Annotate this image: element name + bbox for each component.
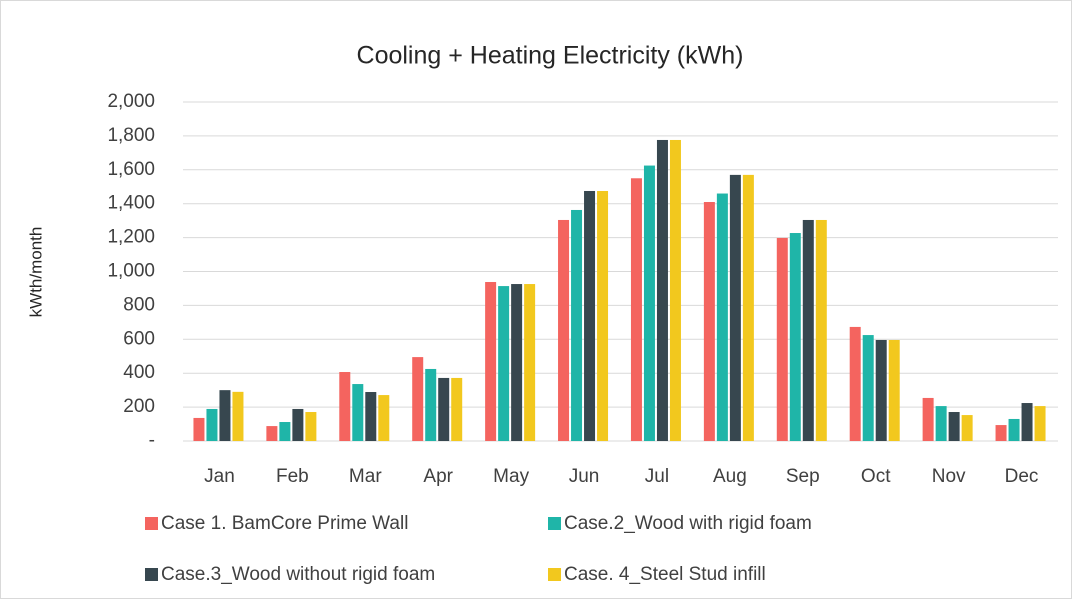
bar <box>802 219 814 441</box>
bar <box>425 368 437 441</box>
bar <box>266 426 278 441</box>
bar <box>584 190 596 441</box>
bar <box>597 190 609 441</box>
bar <box>524 284 536 441</box>
y-tick-label: 2,000 <box>107 91 155 112</box>
bar <box>193 417 205 441</box>
bar <box>742 174 754 441</box>
bar <box>948 412 960 441</box>
bar <box>922 397 934 441</box>
bar <box>352 384 364 441</box>
bar <box>1008 418 1020 441</box>
bar <box>935 406 947 441</box>
bar <box>558 219 570 441</box>
y-tick-label: 1,400 <box>107 193 155 214</box>
x-tick-label: Apr <box>423 466 453 487</box>
legend-label: Case.3_Wood without rigid foam <box>161 564 435 585</box>
bar <box>498 286 510 441</box>
bar <box>292 408 304 441</box>
bar <box>232 391 244 441</box>
bar <box>451 377 463 441</box>
bar <box>776 237 788 441</box>
bar <box>365 392 377 441</box>
legend-swatch <box>145 568 158 581</box>
bar <box>961 415 973 441</box>
legend-swatch <box>548 568 561 581</box>
bar <box>729 174 741 441</box>
legend-label: Case.2_Wood with rigid foam <box>564 513 812 534</box>
y-tick-label: 1,800 <box>107 125 155 146</box>
bar <box>485 282 497 441</box>
legend-label: Case 1. BamCore Prime Wall <box>161 513 408 534</box>
bar <box>875 339 887 441</box>
x-tick-label: Nov <box>932 466 966 487</box>
x-tick-label: May <box>493 466 529 487</box>
bar <box>716 193 728 441</box>
x-tick-label: Jun <box>569 466 600 487</box>
y-tick-label: - <box>149 430 155 451</box>
bar <box>669 139 681 441</box>
x-tick-label: Feb <box>276 466 309 487</box>
bar <box>630 178 642 441</box>
x-tick-label: Aug <box>713 466 747 487</box>
bar <box>815 219 827 441</box>
bar <box>849 326 861 441</box>
y-tick-label: 1,200 <box>107 227 155 248</box>
chart-title: Cooling + Heating Electricity (kWh) <box>357 42 744 70</box>
y-axis-label: kWth/month <box>26 227 45 318</box>
bar <box>995 425 1007 441</box>
bar <box>511 284 523 441</box>
y-tick-label: 600 <box>123 328 155 349</box>
x-tick-label: Jul <box>645 466 669 487</box>
legend-label: Case. 4_Steel Stud infill <box>564 564 766 585</box>
bar <box>438 377 450 441</box>
bar <box>643 165 655 441</box>
x-tick-label: Sep <box>786 466 820 487</box>
legend-swatch <box>548 517 561 530</box>
y-tick-label: 1,600 <box>107 159 155 180</box>
bar <box>862 335 874 441</box>
x-tick-label: Jan <box>204 466 235 487</box>
y-tick-label: 200 <box>123 396 155 417</box>
legend-swatch <box>145 517 158 530</box>
bar <box>279 422 291 441</box>
y-tick-label: 800 <box>123 294 155 315</box>
x-tick-label: Oct <box>861 466 891 487</box>
y-tick-label: 400 <box>123 362 155 383</box>
bar <box>1021 403 1033 441</box>
bar <box>378 395 390 441</box>
bar <box>305 412 317 441</box>
bar <box>703 202 715 441</box>
x-tick-label: Mar <box>349 466 382 487</box>
bar <box>219 390 231 441</box>
bar <box>1034 406 1046 441</box>
bar <box>206 408 218 441</box>
bar <box>339 372 351 441</box>
x-tick-label: Dec <box>1005 466 1039 487</box>
bar <box>571 209 583 441</box>
bar <box>789 233 801 441</box>
bar <box>412 357 424 441</box>
bar <box>888 339 900 441</box>
y-tick-label: 1,000 <box>107 261 155 282</box>
bar <box>656 139 668 441</box>
